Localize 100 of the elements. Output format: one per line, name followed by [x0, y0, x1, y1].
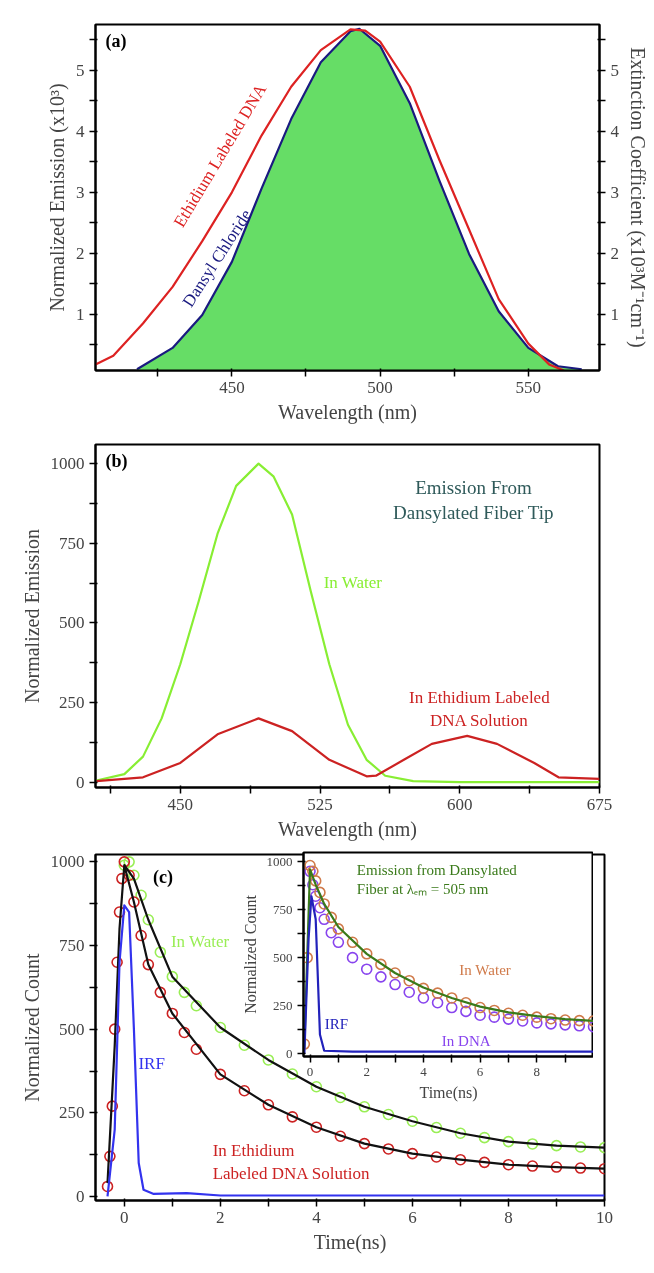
point [128, 869, 140, 882]
x-tick-label: 0 [306, 1063, 314, 1079]
point [310, 1080, 323, 1093]
point [358, 1137, 371, 1150]
point [502, 1158, 515, 1171]
point [574, 1141, 587, 1153]
point [190, 1043, 203, 1056]
y-tick-label: 250 [59, 1103, 85, 1123]
y2-tick-label: 1 [610, 304, 619, 324]
point [332, 936, 345, 949]
y-tick-label: 750 [59, 533, 85, 553]
y-tick-label: 1000 [50, 852, 85, 872]
y2-tick-label: 5 [610, 60, 619, 80]
point [286, 1111, 299, 1123]
y-tick-label: 1000 [50, 454, 85, 474]
point [360, 948, 373, 960]
point [214, 1021, 227, 1034]
y2-tick-label: 3 [610, 182, 619, 202]
x-tick-label: 4 [420, 1063, 428, 1079]
point [214, 1068, 227, 1081]
y-tick-label: 0 [286, 1045, 293, 1061]
point [574, 1162, 587, 1174]
point [431, 996, 444, 1009]
point [304, 859, 316, 872]
series-label: In Water [459, 961, 511, 978]
point [445, 1001, 458, 1014]
point [526, 1138, 539, 1150]
y-tick-label: 500 [59, 613, 85, 633]
point [318, 898, 330, 910]
point [454, 1127, 467, 1140]
point [325, 911, 338, 924]
point [334, 1130, 347, 1143]
point [474, 1001, 486, 1014]
point [346, 951, 359, 964]
point [417, 982, 430, 995]
point [111, 956, 123, 969]
point [332, 923, 345, 935]
y-tick-label: 4 [76, 121, 85, 141]
point [460, 1005, 472, 1018]
point [559, 1014, 571, 1026]
point [403, 986, 416, 998]
point [128, 896, 140, 908]
annotation: Emission From Dansylated Fiber Tip [393, 477, 554, 524]
point [178, 1026, 191, 1039]
point [526, 1160, 539, 1172]
point [573, 1020, 586, 1032]
x-tick-label: 675 [586, 794, 613, 814]
point [360, 963, 373, 975]
x-tick-label: 500 [367, 377, 393, 397]
x-tick-label: 600 [447, 794, 473, 814]
annotation: (c) [153, 866, 173, 888]
point [550, 1139, 563, 1152]
y2-axis-title: Extinction Coefficient (x10³M⁻¹cm⁻¹) [626, 47, 649, 348]
y-tick-label: 2 [76, 243, 85, 263]
y-tick-label: 250 [59, 692, 85, 712]
point [550, 1161, 563, 1173]
point [358, 1101, 371, 1113]
series-label: In Water [323, 572, 383, 592]
point [142, 913, 155, 926]
point [460, 996, 472, 1009]
point [142, 958, 155, 971]
point [375, 971, 387, 983]
annotation: Emission from Dansylated Fiber at λₑₘ = 505 nm [356, 861, 518, 897]
point [474, 1009, 486, 1022]
point [135, 929, 147, 942]
x-tick-label: 0 [120, 1207, 129, 1227]
point [488, 1004, 501, 1017]
point [310, 1121, 323, 1134]
x-tick-label: 550 [515, 377, 542, 397]
x-tick-label: 6 [408, 1207, 417, 1227]
y-axis-title: Normalized Emission [20, 529, 43, 703]
point [430, 1151, 443, 1163]
y-tick-label: 250 [273, 997, 293, 1013]
point [178, 986, 191, 999]
x-tick-label: 450 [219, 377, 245, 397]
y-axis-title: Normalized Emission (x10³) [46, 83, 69, 312]
x-tick-label: 525 [307, 794, 333, 814]
y-tick-label: 5 [76, 60, 85, 80]
point [406, 1147, 419, 1160]
point [262, 1099, 275, 1111]
y-tick-label: 750 [59, 936, 85, 956]
point [238, 1039, 251, 1052]
point [417, 992, 430, 1004]
point [303, 951, 313, 964]
point [559, 1019, 571, 1031]
x-tick-label: 8 [504, 1207, 513, 1227]
point [190, 999, 203, 1012]
point [406, 1115, 419, 1127]
annotation: (b) [105, 451, 128, 473]
x-tick-label: 450 [167, 794, 194, 814]
series-label: IRF [138, 1053, 165, 1073]
point [166, 1007, 179, 1020]
point [431, 987, 444, 999]
series-label: IRF [324, 1016, 349, 1033]
point [238, 1084, 251, 1097]
x-axis-title: Wavelength (nm) [278, 400, 417, 424]
y-tick-label: 0 [76, 1186, 85, 1206]
x-axis-title: Time(ns) [313, 1230, 387, 1254]
y-axis-title: Normalized Count [241, 894, 259, 1014]
point [389, 978, 401, 991]
